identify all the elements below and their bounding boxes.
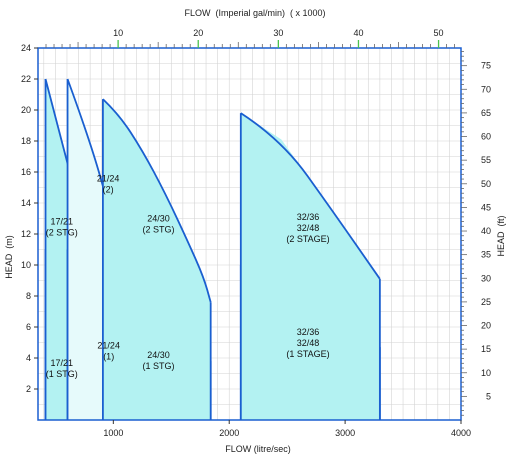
y2-tick-label: 55 xyxy=(481,155,491,165)
performance-regions xyxy=(44,78,381,421)
x-tick-label: 1000 xyxy=(103,428,123,438)
region-label: 17/21 xyxy=(50,217,73,227)
region-label: 24/30 xyxy=(147,214,170,224)
region-label: 21/24 xyxy=(97,341,120,351)
y-tick-label: 10 xyxy=(21,260,31,270)
x-axis-title: FLOW (litre/sec) xyxy=(225,444,291,454)
x-tick-label: 3000 xyxy=(335,428,355,438)
x-tick-label: 4000 xyxy=(451,428,471,438)
region-label: (2 STAGE) xyxy=(286,234,329,244)
y2-axis-title: HEAD (ft) xyxy=(496,215,506,256)
x2-tick-label: 10 xyxy=(113,28,123,38)
region-label: 24/30 xyxy=(147,350,170,360)
y-tick-label: 16 xyxy=(21,167,31,177)
region-label: 32/36 xyxy=(297,212,320,222)
y-tick-label: 20 xyxy=(21,105,31,115)
region-label: 32/48 xyxy=(297,338,320,348)
y2-tick-label: 20 xyxy=(481,321,491,331)
region-label: (2 STG) xyxy=(46,228,78,238)
y2-tick-label: 75 xyxy=(481,61,491,71)
y2-tick-label: 60 xyxy=(481,132,491,142)
y-tick-label: 8 xyxy=(26,291,31,301)
x2-tick-label: 20 xyxy=(193,28,203,38)
y-axis-title: HEAD (m) xyxy=(4,235,14,279)
y2-tick-label: 65 xyxy=(481,108,491,118)
region-label: (1 STG) xyxy=(143,361,175,371)
y2-tick-label: 40 xyxy=(481,226,491,236)
region-label: 21/24 xyxy=(97,173,120,183)
region-label: (2 STG) xyxy=(143,225,175,235)
y2-tick-label: 35 xyxy=(481,250,491,260)
y2-tick-label: 45 xyxy=(481,202,491,212)
y2-tick-label: 10 xyxy=(481,368,491,378)
y2-tick-label: 30 xyxy=(481,273,491,283)
region-label: 32/48 xyxy=(297,223,320,233)
y-tick-label: 4 xyxy=(26,353,31,363)
region-head-curve xyxy=(240,112,381,280)
region-label: (1) xyxy=(103,352,114,362)
region-area xyxy=(102,99,211,421)
y-tick-label: 18 xyxy=(21,136,31,146)
y2-tick-label: 15 xyxy=(481,344,491,354)
x-tick-label: 2000 xyxy=(219,428,239,438)
x2-tick-label: 30 xyxy=(273,28,283,38)
y-tick-label: 24 xyxy=(21,43,31,53)
region-area xyxy=(240,113,380,420)
y2-tick-label: 5 xyxy=(486,391,491,401)
y-tick-label: 12 xyxy=(21,229,31,239)
x2-tick-label: 40 xyxy=(353,28,363,38)
region-label: (1 STAGE) xyxy=(286,349,329,359)
y2-tick-label: 70 xyxy=(481,84,491,94)
x2-tick-label: 50 xyxy=(434,28,444,38)
y-tick-label: 6 xyxy=(26,322,31,332)
region-head-curve xyxy=(102,98,212,303)
region-label: (2) xyxy=(103,184,114,194)
y2-tick-label: 25 xyxy=(481,297,491,307)
region-label: (1 STG) xyxy=(46,369,78,379)
region-labels: 17/21(1 STG)17/21(2 STG)21/24(1)21/24(2)… xyxy=(46,173,330,378)
y-tick-label: 22 xyxy=(21,74,31,84)
y2-tick-label: 50 xyxy=(481,179,491,189)
y-tick-label: 2 xyxy=(26,384,31,394)
x2-axis-title: FLOW (Imperial gal/min) ( x 1000) xyxy=(184,8,325,18)
region-label: 17/21 xyxy=(50,358,73,368)
y-tick-label: 14 xyxy=(21,198,31,208)
region-label: 32/36 xyxy=(297,327,320,337)
